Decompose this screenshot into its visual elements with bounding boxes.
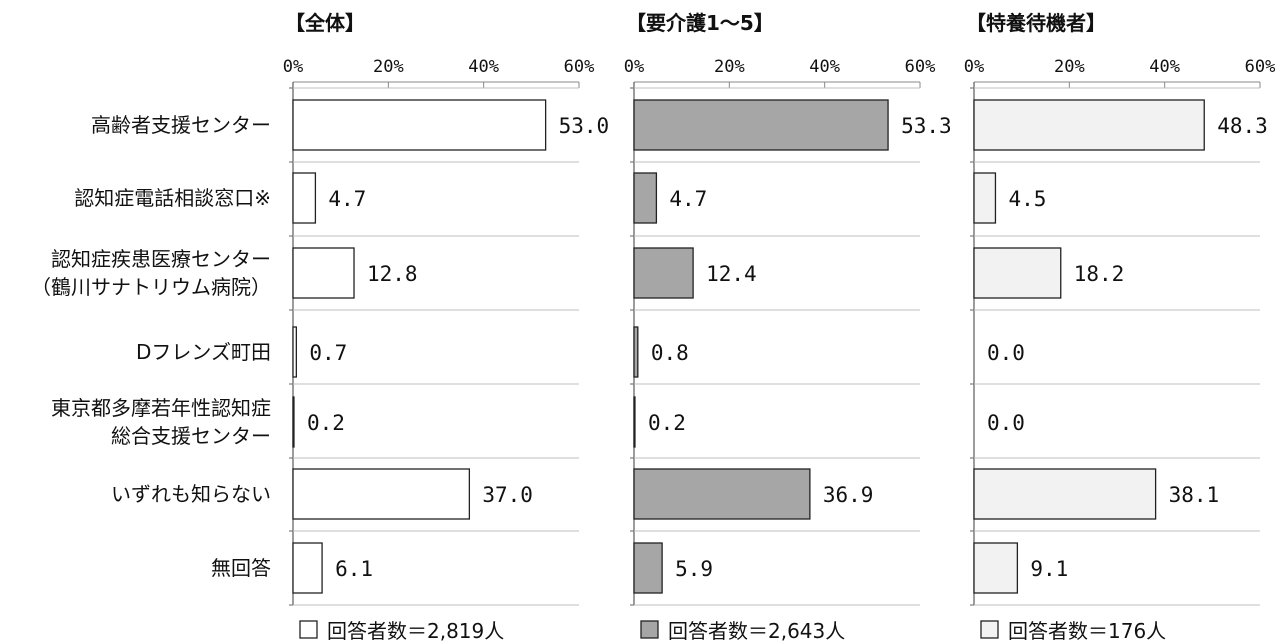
bar — [633, 247, 694, 299]
bar — [292, 172, 317, 224]
value-label: 12.8 — [367, 262, 418, 286]
x-tick-label: 20% — [1054, 57, 1085, 77]
panel-title: 【特養待機者】 — [966, 11, 1106, 35]
value-label: 36.9 — [823, 483, 874, 507]
bar — [633, 468, 811, 520]
bar — [633, 396, 636, 448]
bar — [292, 99, 547, 151]
legend-swatch — [640, 620, 659, 639]
bar — [633, 542, 663, 594]
bar — [292, 396, 295, 448]
bar — [292, 326, 297, 378]
x-tick-label: 0% — [283, 57, 303, 77]
value-label: 9.1 — [1030, 557, 1068, 581]
bar — [633, 99, 889, 151]
bar — [292, 247, 355, 299]
bar — [633, 326, 639, 378]
bar — [973, 99, 1205, 151]
category-label: 認知症電話相談窓口※ — [74, 186, 271, 210]
bar — [973, 247, 1062, 299]
value-label: 0.8 — [651, 341, 689, 365]
bar — [973, 468, 1157, 520]
category-label: いずれも知らない — [111, 482, 271, 506]
value-label: 0.2 — [648, 411, 686, 435]
x-tick-label: 40% — [1149, 57, 1180, 77]
value-label: 38.1 — [1169, 483, 1220, 507]
x-tick-label: 0% — [624, 57, 644, 77]
category-label: 東京都多摩若年性認知症 — [51, 396, 271, 420]
value-label: 0.2 — [307, 411, 345, 435]
bar — [633, 172, 658, 224]
category-label: 高齢者支援センター — [91, 113, 271, 137]
x-tick-label: 60% — [1245, 57, 1276, 77]
legend-swatch — [299, 620, 318, 639]
value-label: 4.7 — [328, 187, 366, 211]
value-label: 53.0 — [559, 114, 610, 138]
value-label: 18.2 — [1074, 262, 1125, 286]
x-tick-label: 40% — [468, 57, 499, 77]
value-label: 6.1 — [335, 557, 373, 581]
category-label: 認知症疾患医療センター — [51, 247, 271, 271]
x-tick-label: 60% — [905, 57, 936, 77]
x-tick-label: 40% — [809, 57, 840, 77]
bar — [973, 542, 1019, 594]
value-label: 48.3 — [1217, 114, 1268, 138]
panel-title: 【要介護1～5】 — [626, 11, 774, 35]
value-label: 0.7 — [309, 341, 347, 365]
value-label: 5.9 — [675, 557, 713, 581]
bar — [973, 172, 997, 224]
x-tick-label: 0% — [964, 57, 984, 77]
category-label: Dフレンズ町田 — [136, 340, 271, 364]
category-label: 無回答 — [211, 556, 271, 580]
legend-swatch — [980, 620, 999, 639]
legend-label: 回答者数＝176人 — [1008, 619, 1166, 643]
value-label: 4.5 — [1008, 187, 1046, 211]
legend-label: 回答者数＝2,643人 — [668, 619, 845, 643]
panel-title: 【全体】 — [285, 11, 365, 35]
value-label: 53.3 — [901, 114, 952, 138]
value-label: 37.0 — [482, 483, 533, 507]
category-label: 総合支援センター — [111, 424, 271, 448]
legend-label: 回答者数＝2,819人 — [327, 619, 504, 643]
category-label: （鶴川サナトリウム病院） — [31, 275, 271, 299]
value-label: 0.0 — [987, 341, 1025, 365]
value-label: 0.0 — [987, 411, 1025, 435]
x-tick-label: 20% — [373, 57, 404, 77]
x-tick-label: 20% — [714, 57, 745, 77]
value-label: 12.4 — [706, 262, 757, 286]
value-label: 4.7 — [669, 187, 707, 211]
bar — [292, 542, 323, 594]
x-tick-label: 60% — [564, 57, 595, 77]
bar — [292, 468, 471, 520]
